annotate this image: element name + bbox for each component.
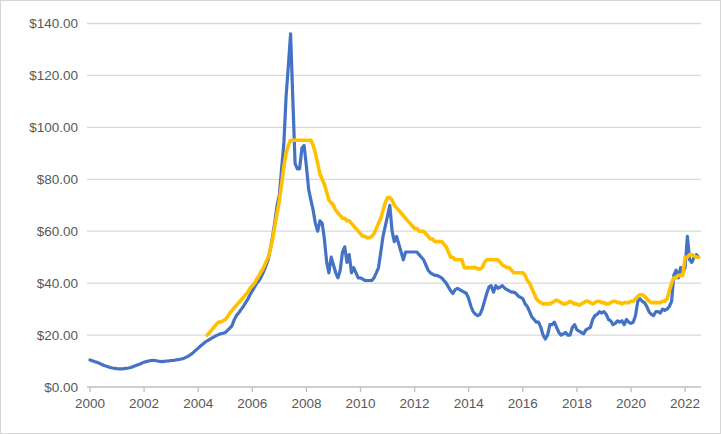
x-axis-label: 2000 [75,396,105,411]
x-axis-label: 2002 [129,396,159,411]
x-axis-label: 2006 [237,396,267,411]
y-axis-label: $20.00 [37,328,78,343]
y-axis-label: $120.00 [29,68,78,83]
x-axis-label: 2016 [508,396,538,411]
y-axis-label: $0.00 [44,380,78,395]
x-axis-label: 2018 [562,396,592,411]
x-axis-label: 2012 [400,396,430,411]
x-axis-label: 2010 [345,396,375,411]
chart-canvas: 2000 2002 2004 2006 2008 2010 2012 2014 2016 2018… [1,1,721,434]
x-axis-label: 2014 [454,396,485,411]
y-axis-label: $100.00 [29,120,78,135]
x-axis-label: 2008 [291,396,321,411]
y-axis-label: $40.00 [37,276,78,291]
y-axis-label: $140.00 [29,16,78,31]
y-axis-label: $60.00 [37,224,78,239]
x-axis-label: 2022 [670,396,700,411]
y-axis-label: $80.00 [37,172,78,187]
x-axis-label: 2020 [616,396,646,411]
price-line-chart: 2000 2002 2004 2006 2008 2010 2012 2014 2016 2018… [0,0,721,434]
x-axis-label: 2004 [183,396,214,411]
